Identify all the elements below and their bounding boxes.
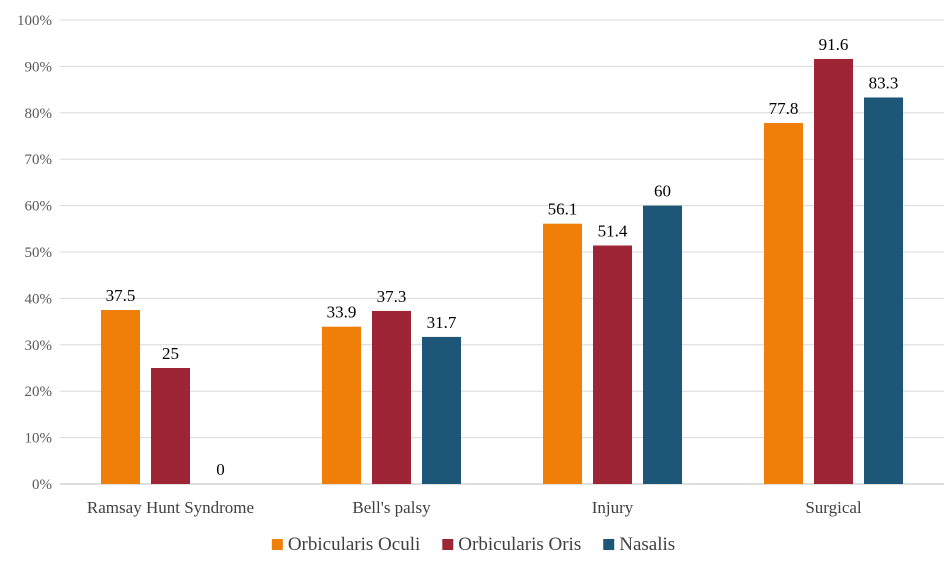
bar (322, 326, 361, 484)
bar (864, 97, 903, 484)
y-tick-label: 40% (25, 291, 53, 307)
y-tick-label: 90% (25, 59, 53, 75)
data-label: 56.1 (548, 200, 578, 219)
data-labels: 37.5 25 0 33.9 37.3 31.7 56.1 51.4 60 77.8 91.6 83.… (106, 35, 899, 479)
data-label: 0 (216, 460, 225, 479)
y-axis-ticks: 0% 10% 20% 30% 40% 50% 60% 70% 80% 90% 100% (17, 13, 52, 493)
data-label: 77.8 (769, 99, 799, 118)
y-tick-label: 80% (25, 106, 53, 122)
data-label: 91.6 (819, 35, 849, 54)
bar (151, 368, 190, 484)
y-tick-label: 30% (25, 338, 53, 354)
y-tick-label: 50% (25, 245, 53, 261)
legend-item: Orbicularis Oculi (271, 534, 420, 555)
x-category-label: Injury (592, 498, 634, 517)
gridlines (60, 19, 944, 485)
legend: Orbicularis Oculi Orbicularis Oris Nasalis (271, 534, 675, 555)
bar (593, 245, 632, 484)
legend-swatch (271, 539, 283, 550)
legend-label: Nasalis (619, 534, 675, 555)
data-label: 83.3 (869, 73, 899, 92)
bar (372, 310, 411, 484)
legend-swatch (603, 539, 615, 550)
data-label: 60 (654, 182, 671, 201)
bar (101, 310, 140, 484)
legend-item: Nasalis (603, 534, 675, 555)
data-label: 51.4 (598, 222, 628, 241)
data-label: 33.9 (327, 303, 357, 322)
legend-label: Orbicularis Oculi (288, 534, 420, 555)
bar (543, 223, 582, 485)
bar (422, 336, 461, 484)
y-tick-label: 10% (25, 431, 53, 447)
y-tick-label: 70% (25, 152, 53, 168)
data-label: 25 (162, 344, 179, 363)
data-label: 37.3 (377, 287, 407, 306)
y-tick-label: 0% (32, 477, 52, 493)
x-axis-categories: Ramsay Hunt Syndrome Bell's palsy Injury Su… (87, 498, 862, 517)
x-category-label: Bell's palsy (352, 498, 431, 517)
y-tick-label: 100% (17, 13, 52, 29)
y-tick-label: 20% (25, 384, 53, 400)
y-tick-label: 60% (25, 199, 53, 215)
data-label: 31.7 (427, 313, 457, 332)
data-label: 37.5 (106, 286, 136, 305)
x-category-label: Surgical (805, 498, 862, 517)
bar (643, 205, 682, 484)
legend-swatch (442, 539, 454, 550)
bar (814, 58, 853, 484)
bar (764, 123, 803, 485)
legend-item: Orbicularis Oris (442, 534, 581, 555)
legend-label: Orbicularis Oris (458, 534, 581, 555)
x-category-label: Ramsay Hunt Syndrome (87, 498, 254, 517)
bars (101, 58, 903, 485)
